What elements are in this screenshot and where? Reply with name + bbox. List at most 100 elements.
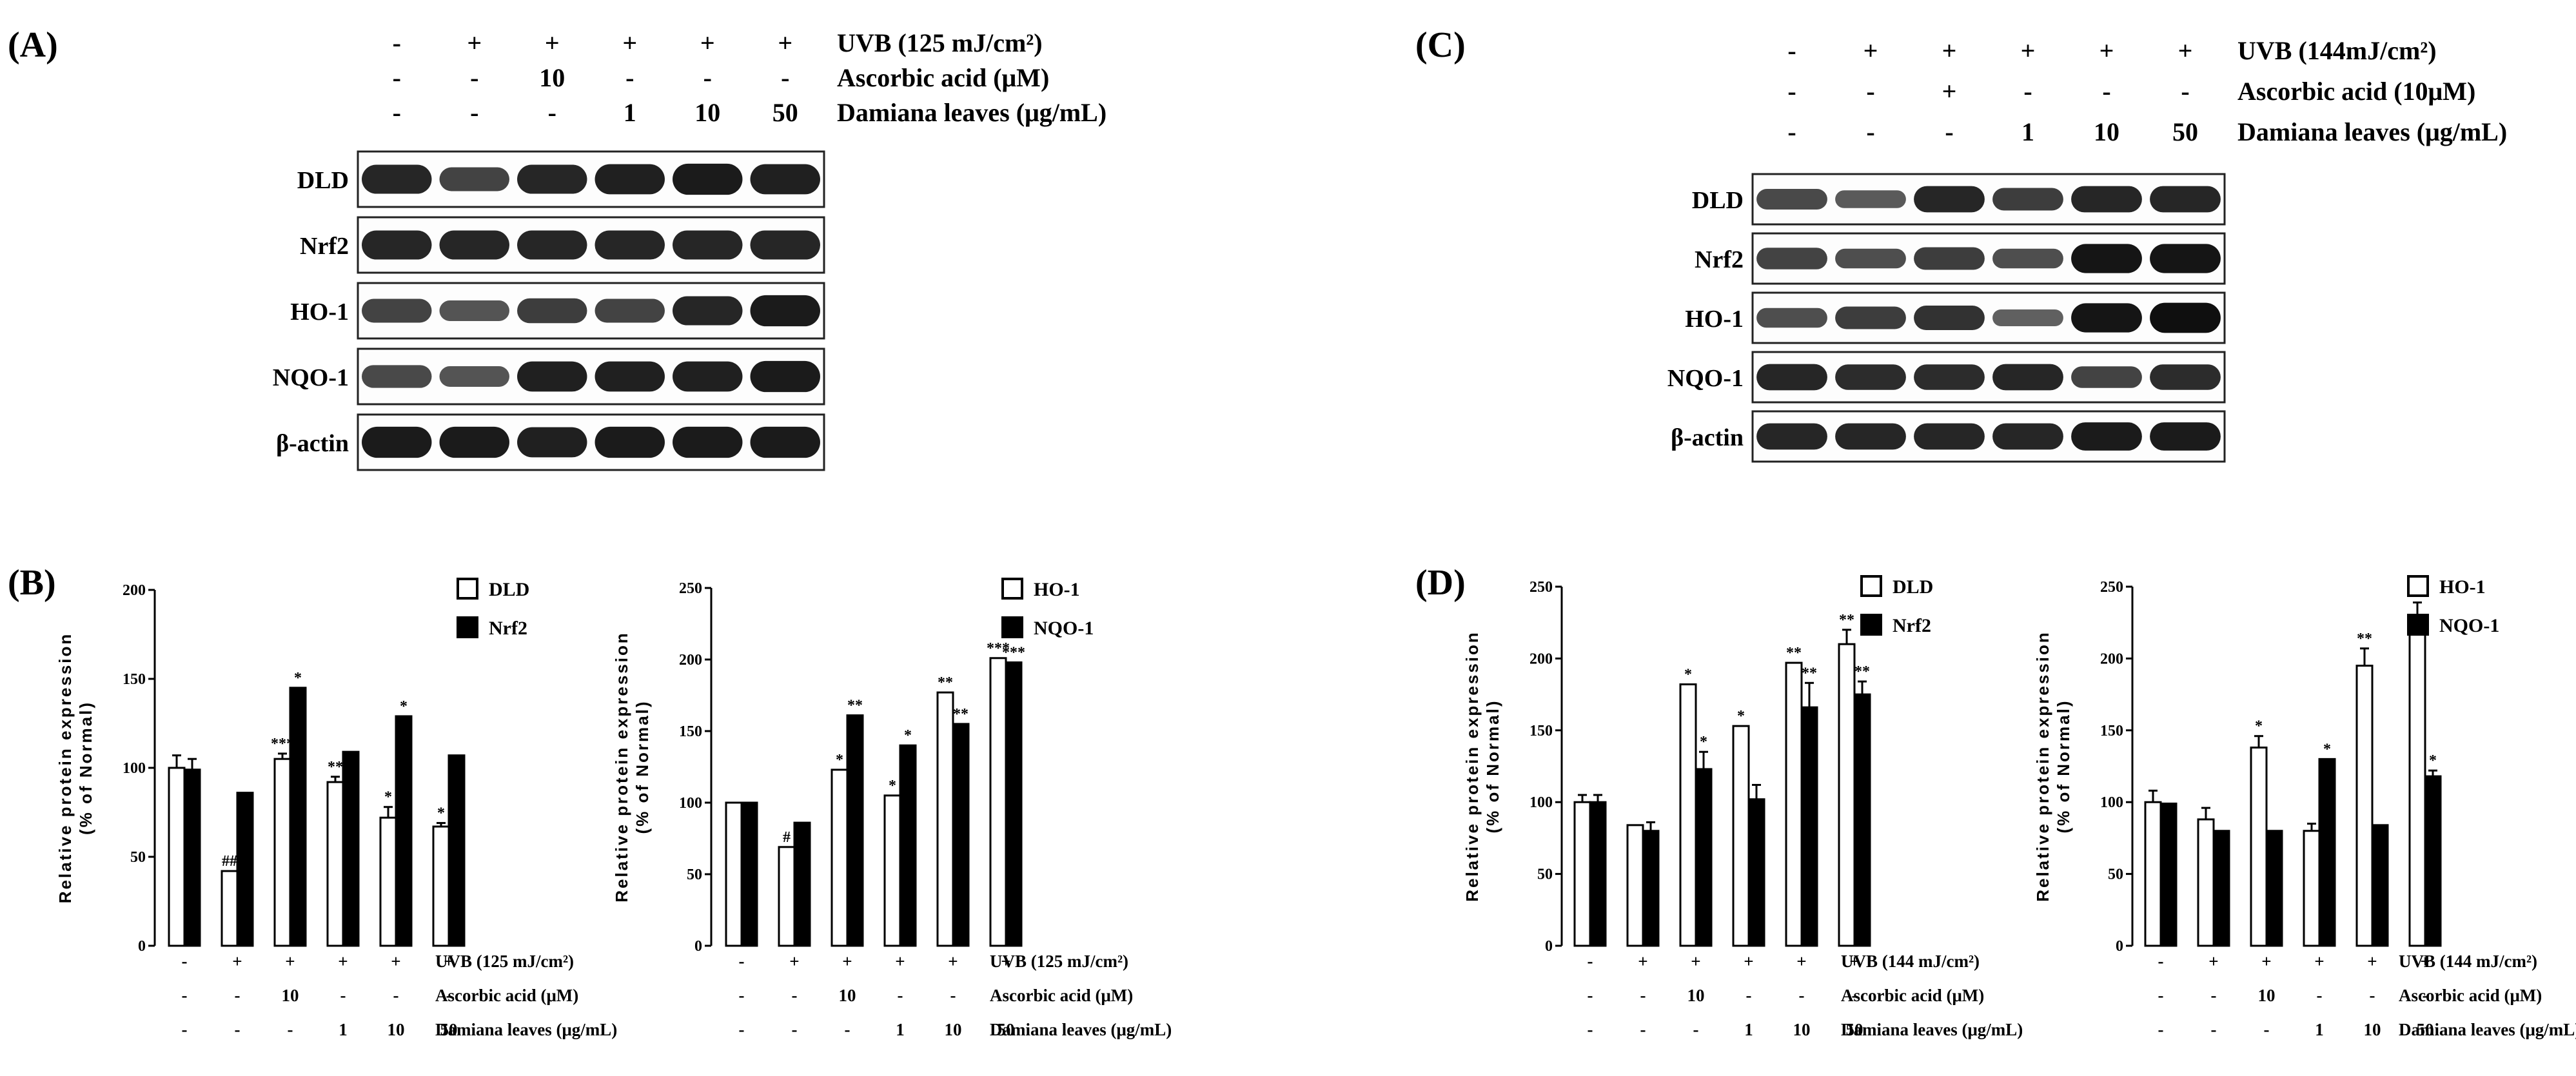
y-tick-label: 200 [2100,650,2123,667]
legend-label: DLD [489,579,529,600]
bar-nqo-1 [846,714,864,947]
y-tick-label: 0 [694,938,702,955]
blot-condition-value: 10 [694,98,720,127]
bar-nrf2 [183,768,201,947]
condition-value: 10 [388,1020,405,1039]
condition-label: Damiana leaves (μg/mL) [1841,1020,2023,1039]
bar-nqo-1 [2318,758,2336,947]
blot-band [1835,364,1906,390]
blot-band [2150,364,2221,390]
blot-condition-value: 50 [772,98,798,127]
condition-value: - [2211,1020,2217,1039]
condition-value: + [391,952,400,971]
bar-nqo-1 [2265,830,2283,947]
condition-value: 1 [896,1020,905,1039]
blot-band [362,298,432,323]
bar-dld [1838,643,1856,947]
significance-mark: * [437,805,445,822]
y-tick-label: 0 [1545,938,1553,955]
blot-band [517,427,587,458]
blot-condition-value: + [1942,77,1957,106]
condition-label: Ascorbic acid (μM) [435,986,578,1005]
blot-band [2150,186,2221,213]
legend-swatch [2407,575,2429,597]
significance-mark: * [1684,667,1692,683]
bar-dld [1573,801,1591,947]
blot-band [2071,186,2142,213]
condition-value: 50 [998,1020,1015,1039]
bar-dld [326,781,344,947]
condition-value: - [1852,986,1858,1005]
blot-condition-label: Ascorbic acid (10μM) [2237,77,2475,106]
blot-frame [1751,291,2226,344]
condition-value: - [393,986,399,1005]
blot-frame [1751,351,2226,404]
condition-label: UVB (144 mJ/cm²) [2399,952,2537,971]
bar-nqo-1 [2424,775,2442,947]
significance-mark: * [384,789,392,806]
blot-frame [357,413,825,471]
y-axis-label: Relative protein expression [612,631,631,903]
bar-nqo-1 [2371,824,2389,947]
protein-label: DLD [297,167,349,194]
legend-label: DLD [1893,576,1933,598]
significance-mark: ** [938,674,953,691]
condition-value: + [285,952,295,971]
blot-condition-value: - [703,63,712,92]
condition-value: - [182,952,188,971]
y-tick-label: 0 [2116,938,2123,955]
blot-band [1914,306,1985,330]
bar-nrf2 [447,754,466,947]
blot-condition-value: - [1787,117,1796,146]
condition-value: - [340,986,346,1005]
legend-label: Nrf2 [489,618,527,639]
blot-condition-value: 1 [2021,117,2034,146]
blot-band [2150,302,2221,333]
condition-value: - [1588,1020,1593,1039]
condition-value: + [1849,952,1859,971]
legend-label: HO-1 [1034,579,1080,600]
blot-band [1756,308,1827,328]
blot-band [2071,366,2142,388]
condition-value: - [2158,986,2164,1005]
significance-mark: * [889,778,896,794]
significance-mark: ** [1802,665,1817,681]
y-axis-label: (% of Normal) [2054,699,2073,834]
y-axis-label: Relative protein expression [55,632,75,904]
protein-label: HO-1 [1685,306,1744,333]
blot-condition-value: 50 [2172,117,2198,146]
blot-band [1835,190,1906,208]
condition-value: 50 [2417,1020,2434,1039]
bar-ho-1 [936,691,954,947]
condition-value: 10 [2258,986,2276,1005]
condition-value: 10 [839,986,856,1005]
condition-value: - [739,952,745,971]
blot-condition-value: - [393,63,401,92]
y-axis-label: (% of Normal) [76,701,95,835]
y-tick-label: 200 [123,582,146,599]
legend-swatch [1001,578,1023,600]
protein-label: Nrf2 [1695,246,1744,273]
blot-condition-label: Damiana leaves (μg/mL) [2237,117,2507,146]
condition-value: - [1003,986,1009,1005]
condition-label: Damiana leaves (μg/mL) [990,1020,1172,1039]
blot-condition-label: Damiana leaves (μg/mL) [837,98,1106,127]
condition-value: - [2264,1020,2270,1039]
y-tick-label: 250 [679,580,702,597]
blot-condition-value: + [467,28,482,57]
blot-band [1914,423,1985,450]
condition-value: - [898,986,903,1005]
bar-ho-1 [989,657,1007,947]
y-tick-label: 250 [2100,579,2123,596]
significance-mark: * [2429,752,2437,769]
bar-nqo-1 [2159,802,2178,947]
y-axis-label: Relative protein expression [1462,631,1482,902]
condition-value: - [235,1020,241,1039]
condition-value: 10 [1793,1020,1811,1039]
blot-frame [1751,410,2226,463]
y-tick-label: 50 [1537,866,1553,883]
condition-value: 10 [282,986,299,1005]
y-tick-label: 100 [2100,794,2123,811]
blot-band [517,230,587,260]
